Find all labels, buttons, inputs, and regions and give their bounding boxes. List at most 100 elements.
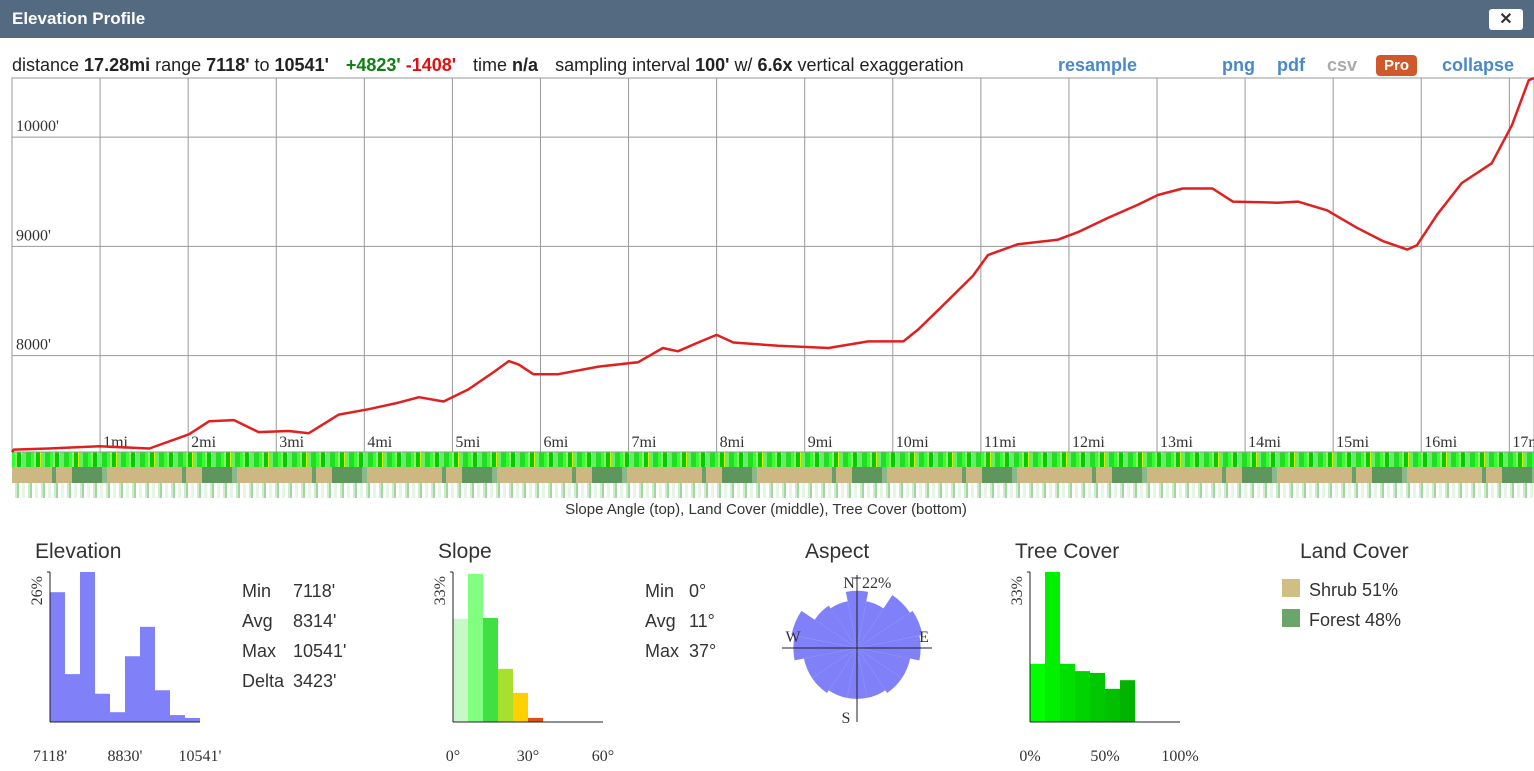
aspect-wedge	[803, 648, 857, 679]
stat-value: 3423'	[293, 671, 336, 691]
x-label: 7118'	[33, 748, 67, 765]
x-tick-label: 15mi	[1336, 434, 1369, 451]
histogram-bar	[498, 668, 513, 722]
x-tick-label: 8mi	[720, 434, 745, 451]
x-label: 0°	[446, 748, 460, 765]
aspect-wedge	[857, 601, 884, 648]
panel-title: Elevation	[35, 540, 121, 563]
stat-value: 11°	[689, 611, 715, 631]
histogram-bar	[80, 572, 95, 722]
close-button[interactable]: ✕	[1489, 9, 1523, 30]
aspect-wedge	[814, 605, 857, 648]
strip-caption: Slope Angle (top), Land Cover (middle), …	[565, 501, 967, 518]
aspect-wedge	[857, 648, 902, 693]
histogram-bar	[468, 573, 483, 722]
summary-item: to	[254, 55, 270, 75]
x-tick-label: 2mi	[191, 434, 216, 451]
histogram-bar	[95, 693, 110, 722]
x-tick-label: 5mi	[455, 434, 480, 451]
x-tick-label: 13mi	[1160, 434, 1193, 451]
summary-item: time	[473, 55, 508, 75]
histogram-bar	[1045, 572, 1060, 722]
histogram-bar	[1060, 663, 1075, 722]
histogram-bar	[453, 618, 468, 722]
aspect-wedge	[791, 610, 857, 648]
stat-value: 7118'	[293, 581, 335, 601]
x-label: 50%	[1090, 748, 1119, 765]
histogram-bar	[513, 692, 528, 722]
aspect-wedge	[857, 595, 910, 648]
aspect-wedge	[857, 648, 911, 679]
y-max-label: 33%	[432, 576, 449, 605]
stat-value: 0°	[689, 581, 706, 601]
x-tick-label: 7mi	[632, 434, 657, 451]
histogram-bar	[140, 626, 155, 722]
x-label: 30°	[517, 748, 539, 765]
histogram-bar	[110, 712, 125, 722]
aspect-wedge	[830, 601, 857, 648]
x-tick-label: 11mi	[984, 434, 1017, 451]
stat-label: Avg	[242, 611, 273, 631]
x-tick-label: 10mi	[896, 434, 929, 451]
summary-item: 7118'	[206, 55, 250, 75]
x-tick-label: 3mi	[279, 434, 304, 451]
histogram-bar	[1120, 680, 1135, 722]
summary-item: distance	[12, 55, 80, 75]
aspect-wedge	[857, 648, 886, 698]
aspect-max-label: 22%	[862, 575, 891, 592]
panel-title: Tree Cover	[1015, 540, 1119, 563]
aspect-wedge	[812, 648, 857, 693]
panel-title: Aspect	[805, 540, 869, 563]
link[interactable]: resample	[1058, 55, 1138, 75]
header-title: Elevation Profile	[12, 9, 146, 28]
y-tick-label: 9000'	[16, 227, 51, 244]
x-label: 0%	[1019, 748, 1040, 765]
panel-title: Slope	[438, 540, 492, 563]
header: Elevation Profile ✕	[0, 0, 1534, 38]
summary-item: w/	[734, 55, 753, 75]
summary-item: +4823'	[345, 55, 401, 75]
link[interactable]: png	[1222, 55, 1255, 75]
direction-label: W	[785, 629, 801, 646]
direction-label: S	[842, 710, 851, 727]
x-tick-label: 12mi	[1072, 434, 1105, 451]
direction-label: E	[919, 629, 929, 646]
summary-item: 100'	[695, 55, 730, 75]
link[interactable]: collapse	[1442, 55, 1515, 75]
stat-value: 37°	[689, 641, 716, 661]
histogram-bar	[125, 656, 140, 722]
histogram-bar	[1105, 688, 1120, 722]
land-cover-strip	[12, 467, 1534, 483]
x-label: 60°	[592, 748, 614, 765]
histogram-bar	[50, 592, 65, 722]
x-tick-label: 6mi	[543, 434, 568, 451]
aspect-wedge	[828, 648, 857, 698]
x-label: 100%	[1161, 748, 1198, 765]
stat-value: 8314'	[293, 611, 336, 631]
x-tick-label: 16mi	[1424, 434, 1457, 451]
stat-label: Min	[242, 581, 271, 601]
legend-swatch	[1282, 609, 1300, 627]
summary-item: 6.6x	[757, 55, 793, 75]
histogram-bar	[155, 690, 170, 722]
y-tick-label: 8000'	[16, 337, 51, 354]
panel-title: Land Cover	[1300, 540, 1409, 563]
histogram-bar	[185, 717, 200, 722]
legend-swatch	[1282, 579, 1300, 597]
slope-strip	[12, 452, 1534, 467]
elevation-line	[11, 76, 1534, 453]
link[interactable]: csv	[1327, 55, 1358, 75]
histogram-bar	[483, 617, 498, 722]
histogram-bar	[65, 674, 80, 722]
summary-item: -1408'	[405, 55, 457, 75]
histogram-bar	[1030, 663, 1045, 722]
summary-item: 10541'	[274, 55, 329, 75]
direction-label: N	[843, 575, 855, 592]
y-max-label: 26%	[29, 576, 46, 605]
link[interactable]: pdf	[1277, 55, 1305, 75]
stat-label: Min	[645, 581, 674, 601]
stat-label: Avg	[645, 611, 676, 631]
pro-button[interactable]: Pro	[1376, 55, 1418, 76]
